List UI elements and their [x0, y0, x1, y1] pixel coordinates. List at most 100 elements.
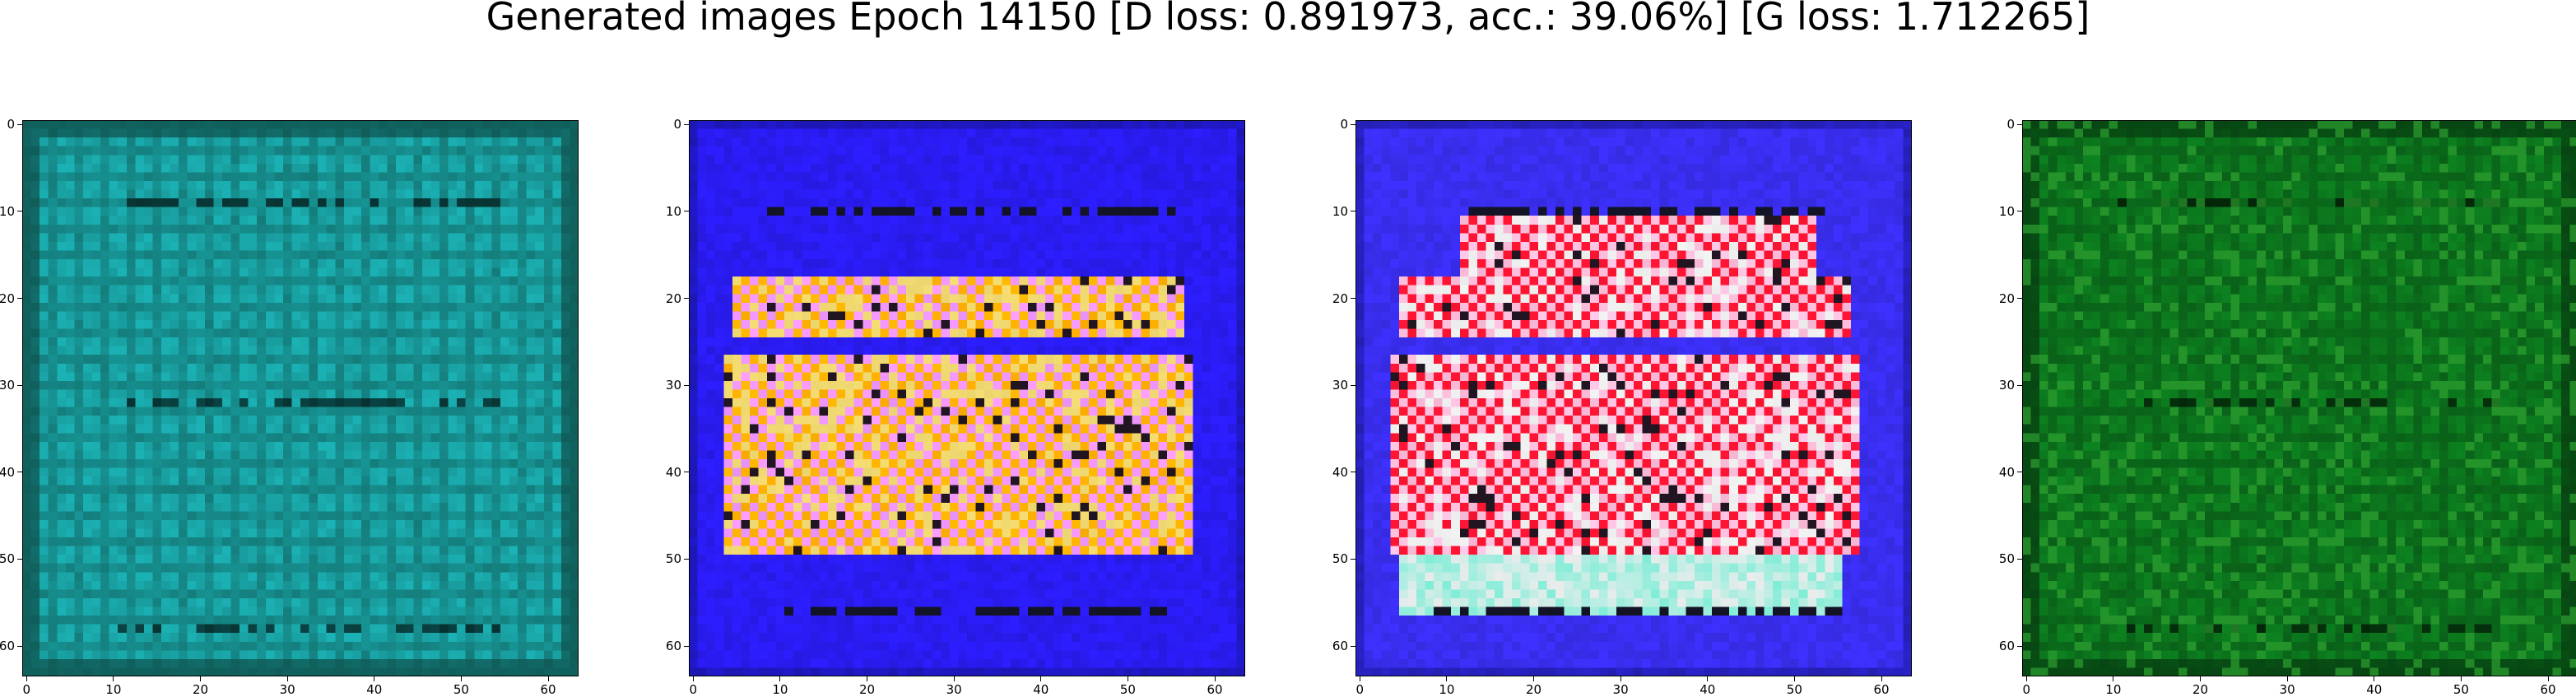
- y-tick-label: 30: [1998, 378, 2015, 393]
- y-tick-label: 0: [2006, 117, 2015, 132]
- x-tick-mark: [953, 676, 955, 681]
- y-tick-mark: [17, 384, 22, 386]
- x-tick-label: 0: [22, 682, 31, 697]
- x-tick-label: 60: [2540, 682, 2556, 697]
- y-tick-label: 0: [7, 117, 15, 132]
- x-tick-label: 50: [1119, 682, 1136, 697]
- x-tick-mark: [1620, 676, 1621, 681]
- y-tick-mark: [2017, 384, 2022, 386]
- x-tick-label: 50: [453, 682, 469, 697]
- x-tick-label: 40: [2366, 682, 2383, 697]
- y-tick-label: 50: [665, 551, 681, 567]
- x-tick-mark: [2200, 676, 2202, 681]
- y-tick-label: 60: [0, 639, 15, 654]
- x-tick-label: 20: [2192, 682, 2209, 697]
- y-tick-mark: [17, 298, 22, 300]
- y-tick-mark: [1351, 123, 1355, 125]
- x-tick-label: 10: [105, 682, 122, 697]
- y-tick-mark: [684, 384, 689, 386]
- y-tick-label: 10: [1332, 203, 1348, 219]
- x-tick-mark: [2286, 676, 2288, 681]
- x-tick-label: 60: [1873, 682, 1890, 697]
- y-tick-mark: [1351, 645, 1355, 647]
- y-tick-label: 10: [1998, 203, 2015, 219]
- y-tick-label: 50: [1332, 551, 1348, 567]
- y-tick-label: 60: [665, 639, 681, 654]
- y-tick-label: 10: [0, 203, 15, 219]
- x-tick-mark: [200, 676, 202, 681]
- x-tick-mark: [460, 676, 462, 681]
- y-tick-mark: [17, 123, 22, 125]
- x-tick-mark: [1040, 676, 1042, 681]
- x-tick-mark: [1881, 676, 1882, 681]
- x-tick-label: 30: [946, 682, 962, 697]
- x-tick-label: 20: [858, 682, 876, 697]
- y-tick-mark: [1351, 298, 1355, 300]
- x-tick-mark: [1214, 676, 1216, 681]
- y-tick-label: 20: [1998, 290, 2015, 306]
- x-tick-label: 50: [1786, 682, 1802, 697]
- y-tick-label: 0: [1340, 117, 1348, 132]
- x-tick-label: 20: [192, 682, 209, 697]
- image-panel-2: 0 10 20 30 40 50 60 0 10 20 30 40 50 60: [666, 118, 1245, 696]
- y-tick-label: 30: [1332, 378, 1348, 393]
- x-tick-label: 60: [1207, 682, 1223, 697]
- x-tick-label: 10: [2105, 682, 2122, 697]
- generated-image-3: [1355, 120, 1912, 676]
- x-tick-label: 40: [1700, 682, 1716, 697]
- x-tick-label: 50: [2453, 682, 2469, 697]
- x-tick-label: 10: [1439, 682, 1455, 697]
- y-tick-mark: [684, 645, 689, 647]
- y-tick-mark: [2017, 123, 2022, 125]
- x-tick-mark: [2025, 676, 2027, 681]
- generated-image-2: [689, 120, 1245, 676]
- x-tick-mark: [1446, 676, 1448, 681]
- y-tick-label: 40: [1332, 464, 1348, 480]
- x-tick-mark: [692, 676, 694, 681]
- y-tick-label: 20: [665, 290, 681, 306]
- y-tick-label: 40: [1998, 464, 2015, 480]
- image-panel-4: 0 10 20 30 40 50 60 0 10 20 30 40 50 60: [1999, 118, 2576, 696]
- y-tick-mark: [684, 123, 689, 125]
- y-tick-label: 50: [1998, 551, 2015, 567]
- x-tick-mark: [1793, 676, 1795, 681]
- x-tick-label: 60: [540, 682, 556, 697]
- y-tick-mark: [2017, 558, 2022, 560]
- x-tick-label: 0: [1355, 682, 1365, 697]
- y-tick-label: 30: [0, 378, 15, 393]
- y-tick-mark: [684, 558, 689, 560]
- x-tick-mark: [113, 676, 114, 681]
- y-tick-label: 40: [0, 464, 15, 480]
- y-tick-label: 0: [673, 117, 681, 132]
- x-tick-mark: [779, 676, 781, 681]
- y-tick-label: 60: [1998, 639, 2015, 654]
- y-tick-mark: [2017, 298, 2022, 300]
- x-tick-mark: [2547, 676, 2549, 681]
- y-tick-label: 20: [1332, 290, 1348, 306]
- x-tick-mark: [1707, 676, 1709, 681]
- y-tick-mark: [17, 558, 22, 560]
- x-tick-label: 0: [689, 682, 698, 697]
- x-tick-label: 20: [1525, 682, 1542, 697]
- y-tick-mark: [17, 645, 22, 647]
- y-tick-label: 50: [0, 551, 15, 567]
- x-tick-mark: [2460, 676, 2462, 681]
- y-tick-mark: [1351, 384, 1355, 386]
- y-tick-label: 60: [1332, 639, 1348, 654]
- image-panel-1: 0 10 20 30 40 50 60 0 10 20 30 40 50 60: [0, 118, 579, 696]
- x-tick-label: 30: [279, 682, 295, 697]
- x-tick-mark: [26, 676, 27, 681]
- x-tick-label: 40: [366, 682, 383, 697]
- x-tick-mark: [286, 676, 288, 681]
- generated-image-4: [2022, 120, 2576, 676]
- y-tick-label: 30: [665, 378, 681, 393]
- y-tick-mark: [2017, 645, 2022, 647]
- x-tick-mark: [547, 676, 549, 681]
- x-tick-label: 40: [1033, 682, 1049, 697]
- x-tick-label: 10: [772, 682, 788, 697]
- y-tick-label: 10: [665, 203, 681, 219]
- image-panel-3: 0 10 20 30 40 50 60 0 10 20 30 40 50 60: [1332, 118, 1912, 696]
- x-tick-mark: [1533, 676, 1535, 681]
- x-tick-label: 30: [1612, 682, 1629, 697]
- figure-title: Generated images Epoch 14150 [D loss: 0.…: [486, 0, 2090, 39]
